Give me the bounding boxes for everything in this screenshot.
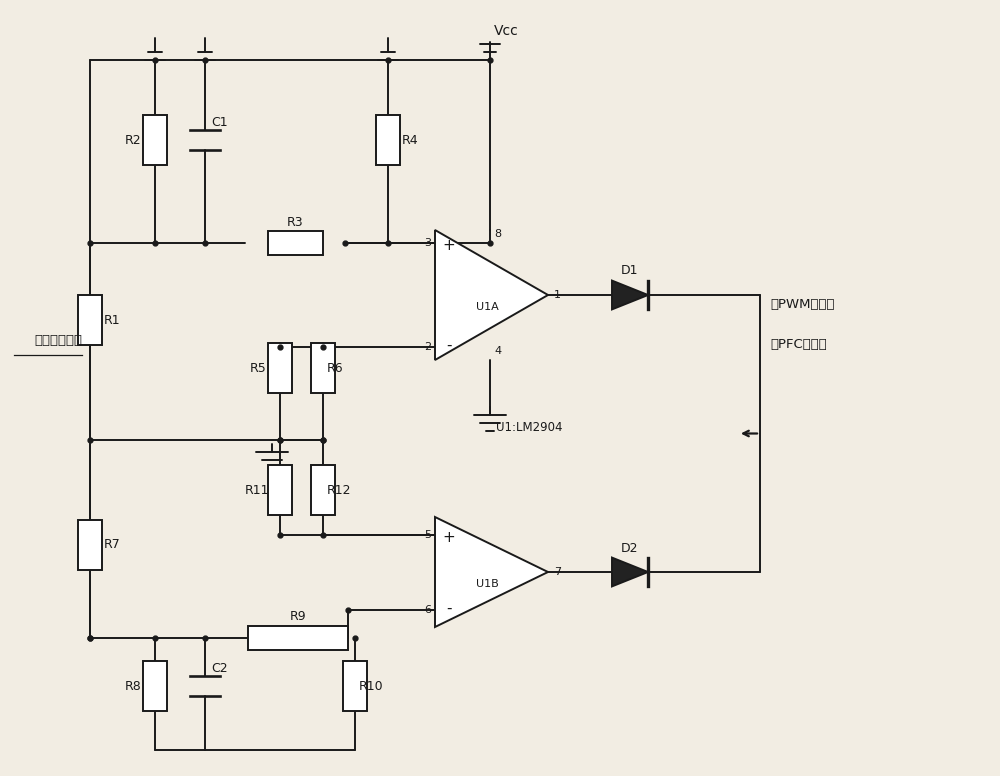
Polygon shape: [612, 558, 648, 587]
Text: R8: R8: [125, 680, 142, 692]
Text: R10: R10: [359, 680, 384, 692]
Text: R6: R6: [327, 362, 344, 375]
Text: 1: 1: [554, 290, 561, 300]
Text: U1:LM2904: U1:LM2904: [496, 421, 562, 434]
Bar: [143, 661, 167, 711]
Text: R1: R1: [104, 314, 121, 327]
Text: C1: C1: [211, 116, 228, 129]
Text: 7: 7: [554, 567, 561, 577]
Text: 5: 5: [424, 530, 431, 540]
Text: Vcc: Vcc: [494, 24, 519, 38]
Bar: [143, 115, 167, 165]
Bar: [248, 626, 348, 650]
Bar: [268, 343, 292, 393]
Text: -: -: [446, 338, 452, 352]
Bar: [376, 115, 400, 165]
Polygon shape: [435, 517, 548, 627]
Bar: [311, 465, 335, 515]
Text: R2: R2: [125, 133, 142, 147]
Text: 3: 3: [424, 238, 431, 248]
Bar: [343, 661, 367, 711]
Text: +: +: [443, 529, 455, 545]
Text: R9: R9: [290, 609, 306, 622]
Text: 与PWM控制器: 与PWM控制器: [770, 299, 834, 311]
Bar: [78, 295, 102, 345]
Polygon shape: [435, 230, 548, 360]
Text: D1: D1: [621, 265, 639, 278]
Text: R7: R7: [104, 539, 121, 552]
Text: +: +: [443, 237, 455, 252]
Text: 6: 6: [424, 605, 431, 615]
Text: 8: 8: [494, 229, 501, 239]
Text: 4: 4: [494, 346, 501, 356]
Polygon shape: [612, 281, 648, 310]
Text: U1B: U1B: [476, 579, 498, 589]
Text: 2: 2: [424, 342, 431, 352]
Bar: [78, 520, 102, 570]
Text: 或PFC控制器: 或PFC控制器: [770, 338, 827, 352]
Bar: [311, 343, 335, 393]
Text: R4: R4: [402, 133, 419, 147]
Text: -: -: [446, 601, 452, 615]
Text: R3: R3: [287, 217, 303, 230]
Text: U1A: U1A: [476, 302, 498, 312]
Bar: [268, 465, 292, 515]
Text: R12: R12: [327, 483, 352, 497]
Text: C2: C2: [211, 661, 228, 674]
Text: D2: D2: [621, 542, 639, 555]
Text: R11: R11: [245, 483, 270, 497]
Text: R5: R5: [250, 362, 267, 375]
Text: 来自整流滤波: 来自整流滤波: [34, 334, 82, 348]
Bar: [268, 231, 322, 255]
